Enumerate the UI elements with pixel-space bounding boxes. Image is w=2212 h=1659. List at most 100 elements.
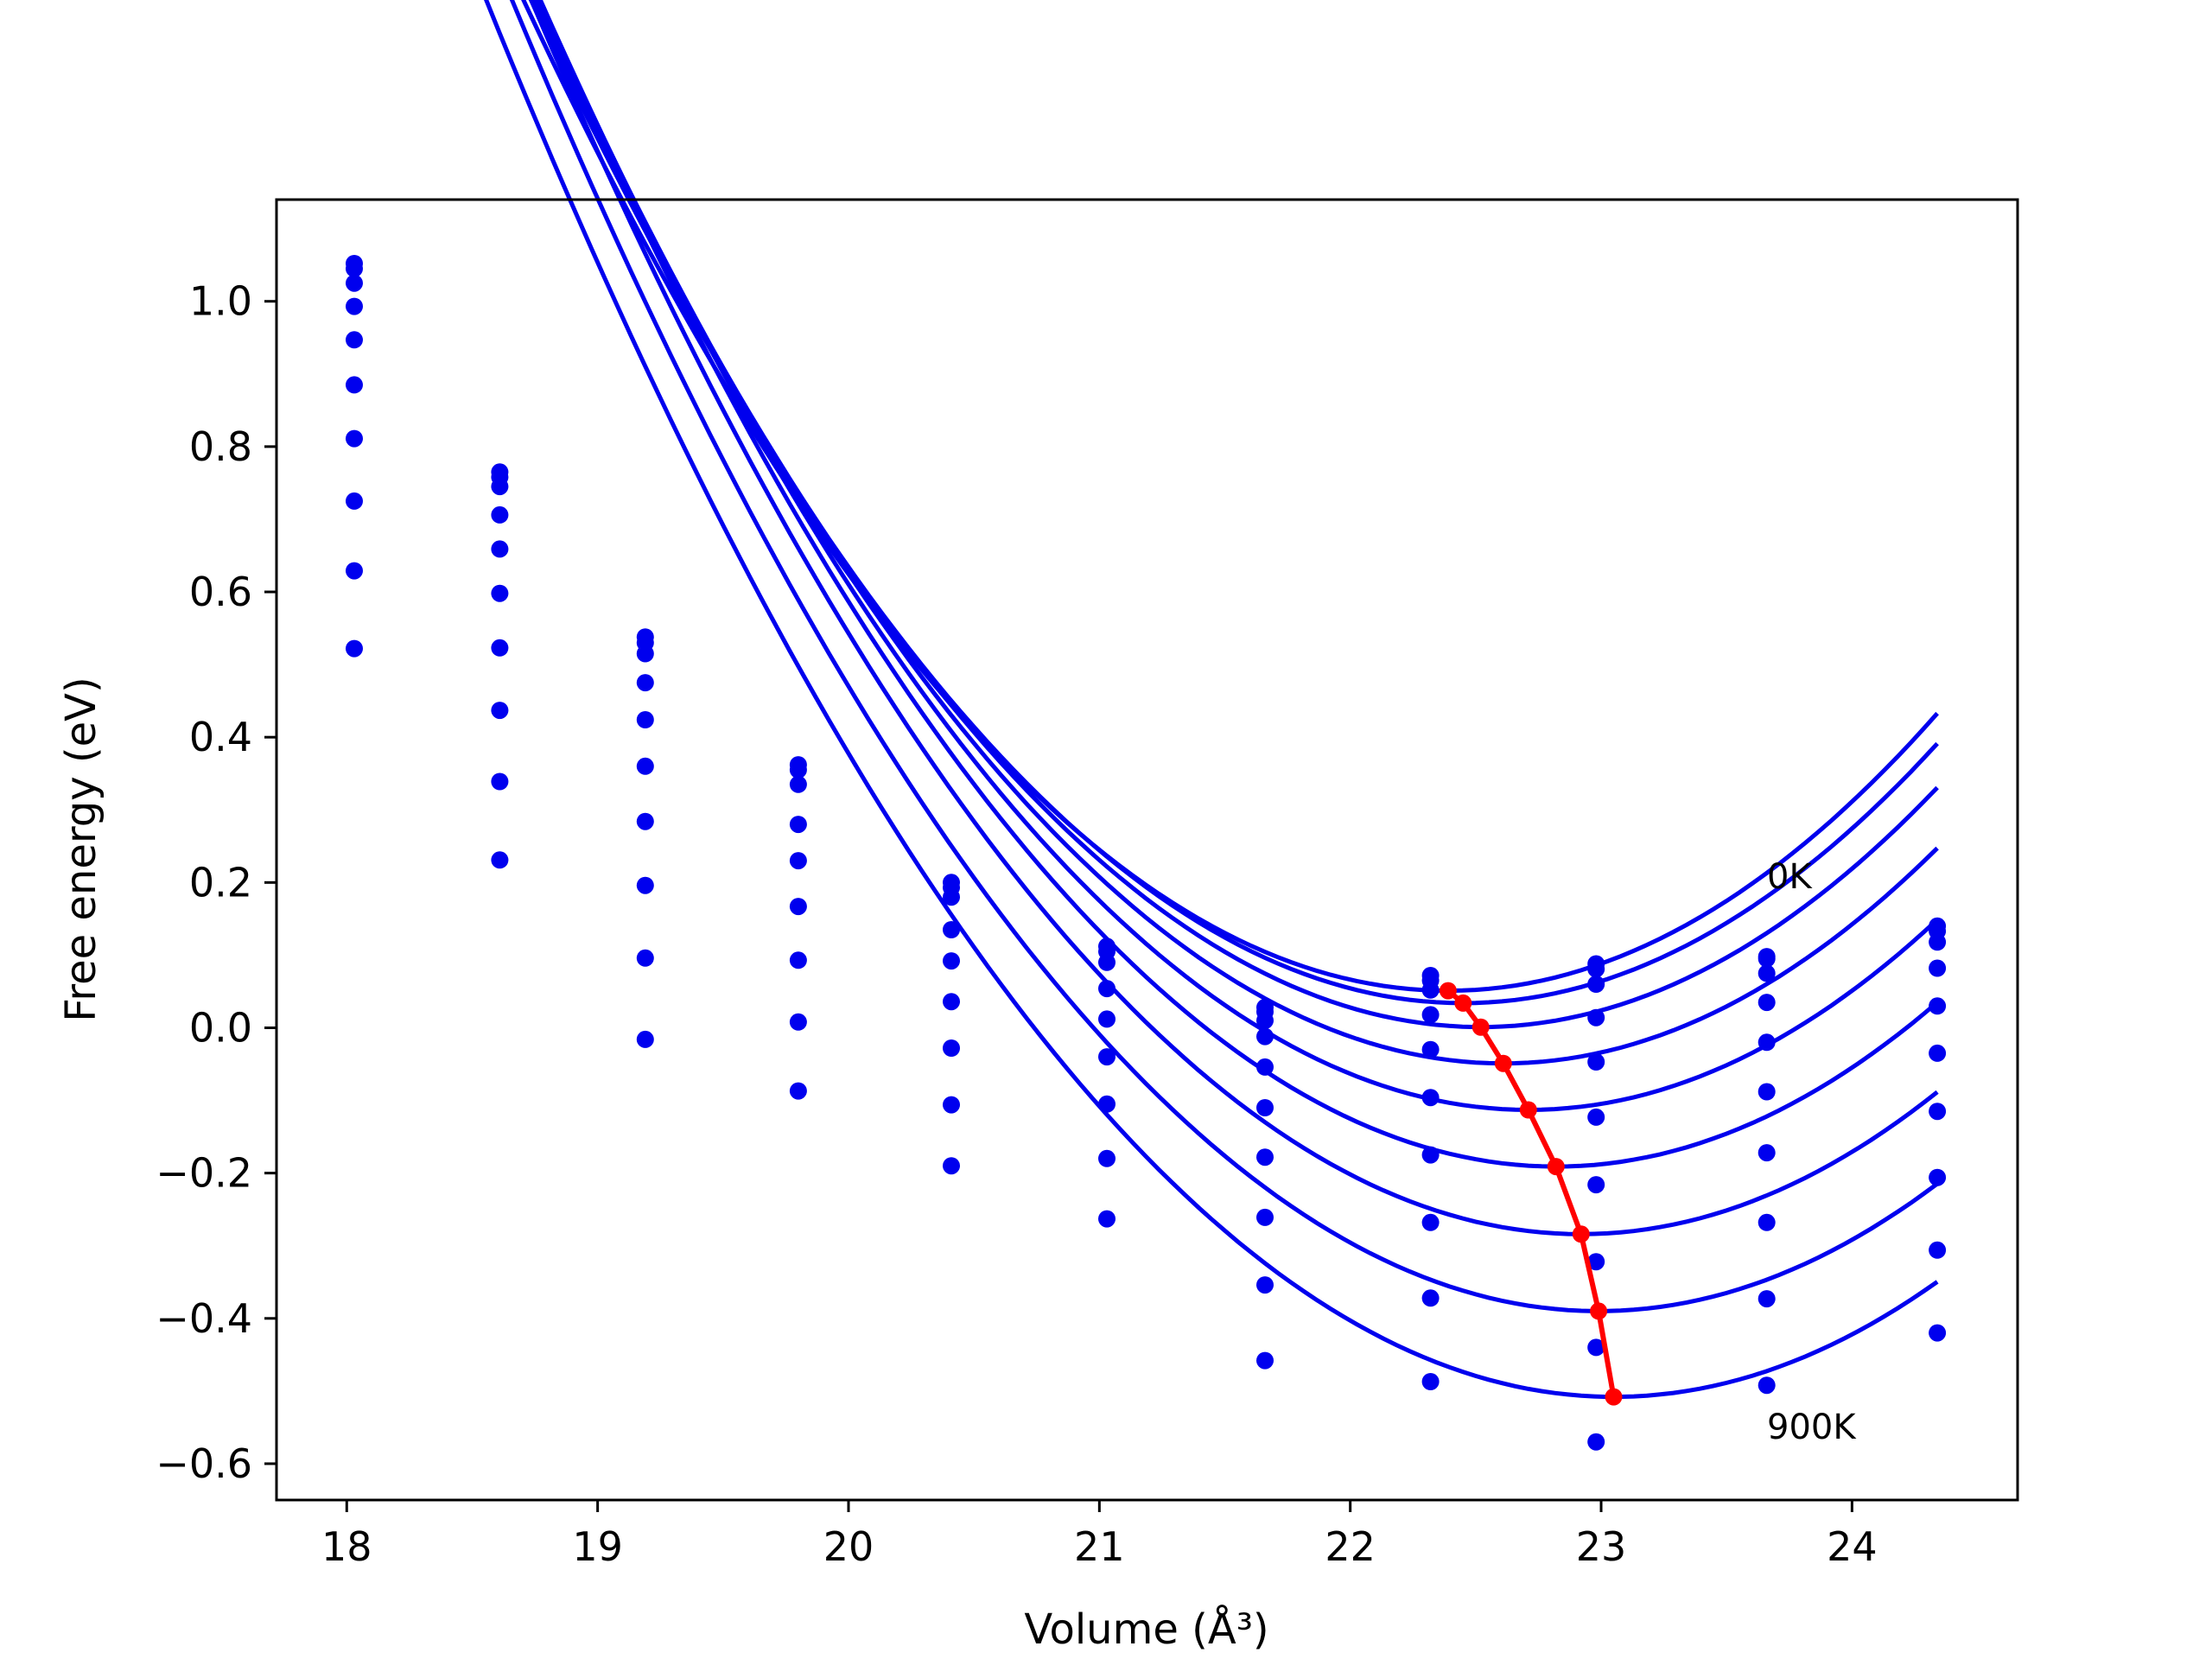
data-point-2-6 xyxy=(1256,1012,1274,1030)
y-tick-label: −0.4 xyxy=(156,1295,252,1342)
equilibrium-line xyxy=(1439,982,1623,1406)
data-point-2-2 xyxy=(636,645,654,663)
data-point-8-9 xyxy=(1758,1290,1776,1308)
data-point-2-5 xyxy=(1098,953,1116,971)
data-point-4-1 xyxy=(491,540,509,558)
data-point-3-7 xyxy=(1421,1006,1440,1024)
y-tick-label: 0.6 xyxy=(189,569,252,615)
data-point-7-3 xyxy=(789,1013,807,1031)
equilibrium-point-3 xyxy=(1494,1054,1512,1072)
x-tick-label: 19 xyxy=(572,1523,623,1570)
data-points xyxy=(346,255,1947,1451)
data-point-5-10 xyxy=(1929,1044,1947,1062)
data-point-5-9 xyxy=(1758,1083,1776,1101)
x-tick-label: 20 xyxy=(823,1523,874,1570)
equilibrium-point-1 xyxy=(1454,994,1472,1012)
y-tick-label: −0.2 xyxy=(156,1150,252,1197)
data-point-4-3 xyxy=(789,852,807,870)
data-point-3-1 xyxy=(491,505,509,524)
data-point-4-6 xyxy=(1256,1058,1274,1076)
data-point-5-2 xyxy=(636,757,654,775)
data-point-1-0 xyxy=(346,259,363,277)
equilibrium-point-5 xyxy=(1547,1158,1565,1176)
data-point-8-7 xyxy=(1421,1289,1440,1307)
data-point-9-0 xyxy=(346,639,363,658)
data-point-8-10 xyxy=(1929,1241,1947,1259)
data-point-8-8 xyxy=(1587,1338,1605,1357)
data-point-2-10 xyxy=(1929,933,1947,951)
data-point-6-7 xyxy=(1421,1146,1440,1164)
data-point-8-6 xyxy=(1256,1276,1274,1294)
data-point-8-4 xyxy=(943,1157,960,1175)
data-point-7-4 xyxy=(943,1096,960,1114)
data-point-7-2 xyxy=(636,876,654,894)
data-point-2-0 xyxy=(346,274,363,292)
equilibrium-point-7 xyxy=(1590,1302,1608,1320)
annotation-900k: 900K xyxy=(1767,1408,1857,1447)
data-point-4-10 xyxy=(1929,997,1947,1015)
data-point-9-8 xyxy=(1587,1433,1605,1451)
data-point-6-6 xyxy=(1256,1148,1274,1166)
data-point-2-3 xyxy=(789,775,807,793)
data-point-2-1 xyxy=(491,478,509,496)
data-point-6-3 xyxy=(789,951,807,969)
equilibrium-point-8 xyxy=(1605,1388,1623,1406)
data-point-1-8 xyxy=(1587,960,1605,978)
data-point-5-5 xyxy=(1098,1048,1116,1066)
data-point-3-0 xyxy=(346,297,363,315)
data-point-8-2 xyxy=(636,949,654,967)
data-point-4-8 xyxy=(1587,1053,1605,1071)
data-point-4-4 xyxy=(943,952,960,970)
data-point-7-8 xyxy=(1587,1253,1605,1271)
data-point-9-9 xyxy=(1758,1376,1776,1395)
data-point-2-9 xyxy=(1758,964,1776,982)
data-point-4-7 xyxy=(1421,1040,1440,1058)
data-point-3-4 xyxy=(943,921,960,938)
data-point-3-3 xyxy=(789,816,807,834)
x-tick-label: 18 xyxy=(321,1523,372,1570)
data-point-3-10 xyxy=(1929,959,1947,977)
y-tick-label: 0.0 xyxy=(189,1004,252,1051)
data-point-2-4 xyxy=(943,888,960,906)
y-axis-label: Free energy (eV) xyxy=(57,677,105,1021)
data-point-7-1 xyxy=(491,702,509,720)
equilibrium-point-4 xyxy=(1519,1101,1537,1119)
plot-area xyxy=(276,200,2018,1500)
y-tick-label: 0.4 xyxy=(189,714,252,760)
data-point-7-7 xyxy=(1421,1213,1440,1231)
equilibrium-point-2 xyxy=(1471,1018,1490,1036)
y-tick-label: −0.6 xyxy=(156,1440,252,1487)
x-axis-ticks: 18 19 20 21 22 23 24 xyxy=(321,1500,1878,1570)
data-point-6-0 xyxy=(346,429,363,448)
data-point-6-4 xyxy=(943,1039,960,1057)
fit-curve-8 xyxy=(484,0,1939,1400)
fit-curve-1 xyxy=(528,0,1939,1006)
data-point-6-2 xyxy=(636,812,654,830)
data-point-1-9 xyxy=(1758,950,1776,968)
data-point-5-0 xyxy=(346,376,363,394)
data-point-5-3 xyxy=(789,898,807,916)
data-point-9-2 xyxy=(636,1030,654,1048)
data-point-4-9 xyxy=(1758,1033,1776,1052)
data-point-7-6 xyxy=(1256,1208,1274,1226)
data-point-3-9 xyxy=(1758,994,1776,1012)
data-point-5-6 xyxy=(1256,1099,1274,1116)
y-axis-ticks: −0.6 −0.4 −0.2 0.0 0.2 0.4 0.6 0.8 1.0 xyxy=(156,278,276,1487)
data-point-3-6 xyxy=(1256,1027,1274,1046)
data-point-5-4 xyxy=(943,993,960,1011)
x-tick-label: 21 xyxy=(1074,1523,1125,1570)
fit-curve-6 xyxy=(529,0,1939,1236)
data-point-8-5 xyxy=(1098,1210,1116,1228)
y-tick-label: 0.8 xyxy=(189,423,252,470)
data-point-7-0 xyxy=(346,492,363,510)
data-point-1-3 xyxy=(789,761,807,779)
data-point-6-9 xyxy=(1758,1144,1776,1162)
data-point-7-9 xyxy=(1758,1213,1776,1231)
data-point-5-8 xyxy=(1587,1108,1605,1126)
x-tick-label: 24 xyxy=(1827,1523,1878,1570)
x-tick-label: 23 xyxy=(1576,1523,1627,1570)
fit-curve-4 xyxy=(537,0,1939,1113)
data-point-4-2 xyxy=(636,711,654,728)
annotation-0k: 0K xyxy=(1767,857,1813,897)
y-tick-label: 0.2 xyxy=(189,859,252,906)
